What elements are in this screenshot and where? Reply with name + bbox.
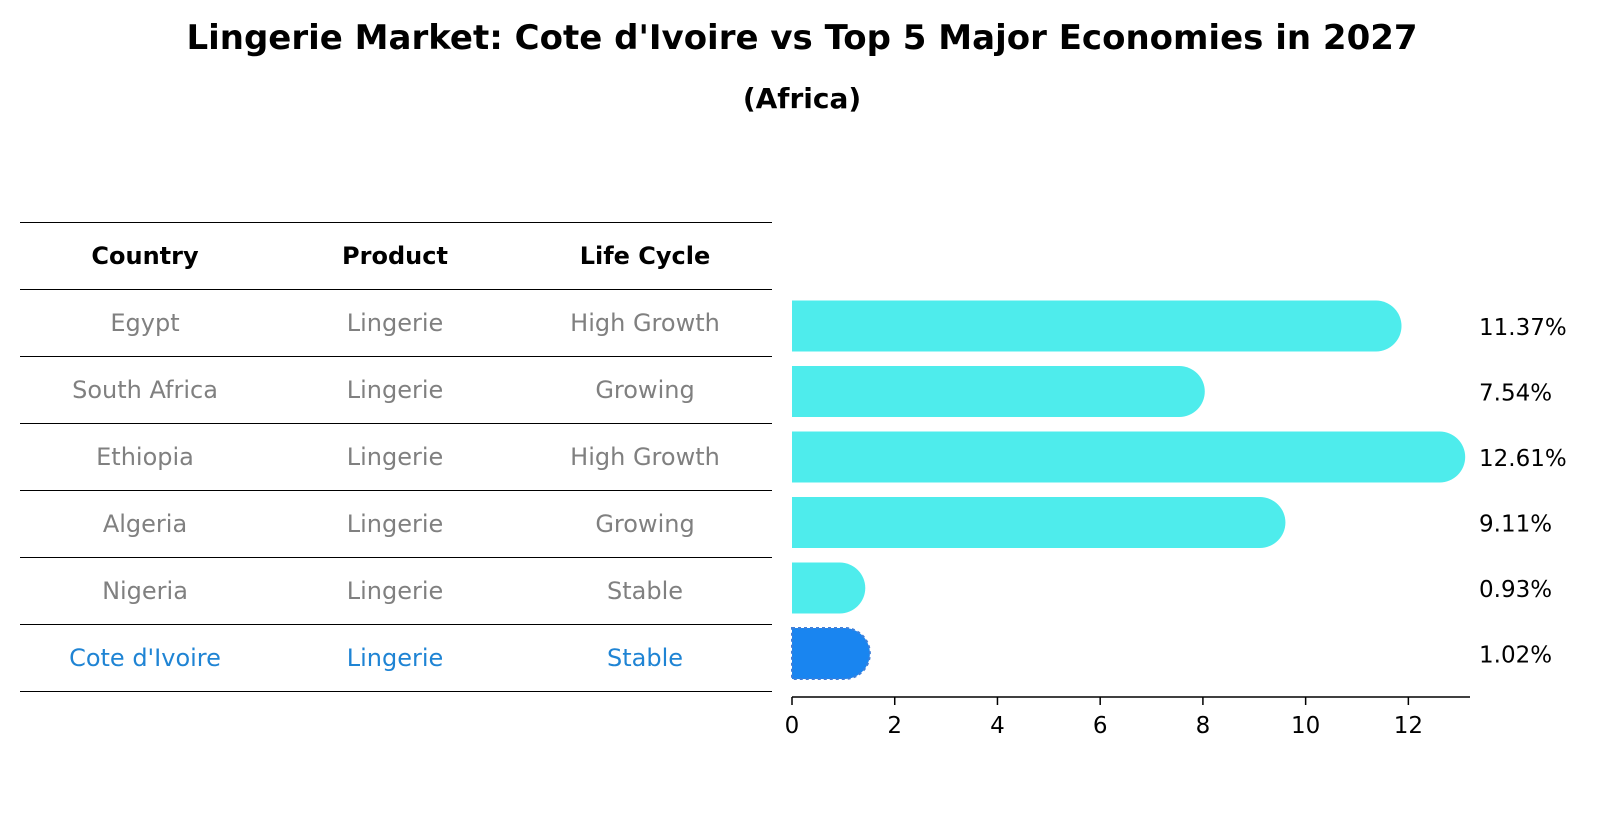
table-row: Algeria Lingerie Growing (20, 490, 772, 557)
table-row: Egypt Lingerie High Growth (20, 289, 772, 356)
cell-life-cycle: High Growth (570, 309, 720, 337)
cell-life-cycle: Stable (606, 577, 684, 605)
value-label: 7.54% (1479, 381, 1552, 407)
cell-product: Lingerie (346, 510, 444, 538)
cell-country: Nigeria (102, 577, 188, 605)
cell-life-cycle: Growing (595, 510, 695, 538)
data-table: Country Product Life Cycle Egypt Lingeri… (20, 222, 772, 692)
table-header-row: Country Product Life Cycle (20, 222, 772, 289)
bar-algeria (792, 497, 1286, 548)
cell-product: Lingerie (346, 376, 444, 404)
cell-country: Cote d'Ivoire (69, 644, 221, 672)
table-row: South Africa Lingerie Growing (20, 356, 772, 423)
cell-country: South Africa (72, 376, 218, 404)
value-label: 0.93% (1479, 577, 1552, 603)
x-tick-label: 0 (785, 713, 800, 739)
header-country: Country (91, 242, 199, 270)
x-tick-label: 4 (990, 713, 1005, 739)
cell-country: Algeria (102, 510, 188, 538)
value-label: 9.11% (1479, 512, 1552, 538)
x-tick-label: 6 (1093, 713, 1108, 739)
value-label: 11.37% (1479, 315, 1567, 341)
cell-country: Egypt (110, 309, 180, 337)
cell-life-cycle: Growing (595, 376, 695, 404)
header-life-cycle: Life Cycle (579, 242, 711, 270)
cell-product: Lingerie (346, 577, 444, 605)
cell-product: Lingerie (346, 644, 444, 672)
table-row: Ethiopia Lingerie High Growth (20, 423, 772, 490)
cell-life-cycle: High Growth (570, 443, 720, 471)
table-row-highlighted: Cote d'Ivoire Lingerie Stable (20, 624, 772, 692)
table-row: Nigeria Lingerie Stable (20, 557, 772, 624)
cell-life-cycle: Stable (606, 644, 684, 672)
bar-egypt (792, 300, 1402, 352)
bar-nigeria (792, 562, 866, 614)
header-product: Product (342, 242, 448, 270)
cell-product: Lingerie (346, 443, 444, 471)
cell-country: Ethiopia (96, 443, 194, 471)
value-label: 1.02% (1479, 643, 1552, 669)
cell-product: Lingerie (346, 309, 444, 337)
bar-cote-d-ivoire (791, 627, 871, 680)
x-tick-label: 10 (1291, 713, 1320, 739)
bar-ethiopia (792, 431, 1466, 483)
x-tick-label: 12 (1394, 713, 1423, 739)
x-tick-label: 8 (1196, 713, 1211, 739)
chart-title: Lingerie Market: Cote d'Ivoire vs Top 5 … (186, 18, 1418, 58)
chart-subtitle: (Africa) (742, 82, 862, 115)
bar-south-africa (792, 366, 1205, 417)
x-tick-label: 2 (887, 713, 902, 739)
value-label: 12.61% (1479, 446, 1567, 472)
